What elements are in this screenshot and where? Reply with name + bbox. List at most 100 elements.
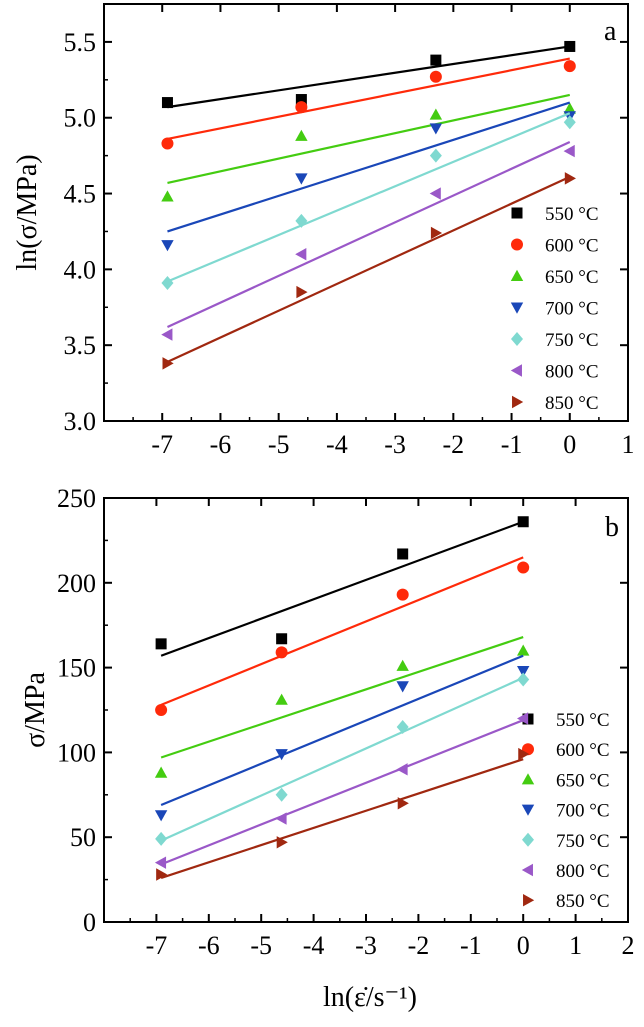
series-750C xyxy=(155,672,530,846)
fit-line xyxy=(167,57,570,141)
fit-line xyxy=(160,556,524,706)
y-axis-label: ln(σ/MPa) xyxy=(12,154,43,270)
data-point xyxy=(396,659,409,671)
series-600C xyxy=(155,556,530,716)
x-tick-label: -1 xyxy=(460,931,482,960)
y-axis-label: σ/MPa xyxy=(20,672,51,748)
data-point xyxy=(430,226,443,240)
fit-line xyxy=(167,45,570,109)
x-tick-label: 0 xyxy=(517,931,530,960)
data-point xyxy=(563,60,576,73)
x-tick-label: -2 xyxy=(408,931,430,960)
y-tick-label: 250 xyxy=(57,484,96,513)
legend-label: 750 °C xyxy=(556,831,610,852)
y-tick-label: 4.0 xyxy=(64,255,97,284)
data-point xyxy=(396,719,409,734)
data-point xyxy=(517,561,530,574)
data-point xyxy=(275,646,288,659)
data-point xyxy=(161,137,174,150)
data-point xyxy=(396,681,409,693)
series-750C xyxy=(161,112,576,291)
data-point xyxy=(295,94,307,106)
data-point xyxy=(154,766,168,778)
fit-line xyxy=(160,719,524,866)
legend-label: 850 °C xyxy=(556,891,610,912)
legend-label: 850 °C xyxy=(545,393,599,414)
data-point xyxy=(517,516,529,528)
data-point xyxy=(517,666,530,678)
legend-marker xyxy=(511,238,523,251)
legend-marker xyxy=(511,332,523,346)
fit-line xyxy=(167,175,571,363)
x-tick-label: -7 xyxy=(151,430,173,459)
legend-label: 800 °C xyxy=(556,861,610,882)
fit-line xyxy=(160,520,524,657)
data-point xyxy=(155,704,168,716)
series-700C xyxy=(154,654,530,822)
series-550C xyxy=(161,40,576,109)
data-point xyxy=(518,747,530,761)
legend-marker xyxy=(522,832,534,847)
data-point xyxy=(161,190,174,202)
series-550C xyxy=(155,516,529,657)
x-tick-label: -6 xyxy=(210,430,232,459)
fit-line xyxy=(167,93,571,185)
legend-marker xyxy=(521,773,535,785)
series-850C xyxy=(156,747,530,881)
y-tick-label: 3.5 xyxy=(64,331,97,360)
legend-marker xyxy=(521,804,535,816)
panel-b: -7 -6 -5 -4 -3 -2 -1 0 1 2 0 50 100 150 200 250 σ/MPa ln(… xyxy=(20,484,635,1013)
x-tick-label: -4 xyxy=(303,931,325,960)
data-point xyxy=(295,248,307,261)
y-tick-label: 0 xyxy=(83,908,96,937)
data-point xyxy=(396,763,408,776)
data-point xyxy=(162,357,174,370)
series-600C xyxy=(161,57,576,150)
legend-label: 800 °C xyxy=(545,362,599,383)
y-tick-label: 5.0 xyxy=(64,104,97,133)
data-point xyxy=(563,115,576,130)
data-point xyxy=(397,797,409,810)
y-tick-label: 5.5 xyxy=(64,28,97,57)
data-point xyxy=(295,173,308,185)
series-850C xyxy=(162,172,576,370)
data-point xyxy=(275,787,288,802)
panel-label: b xyxy=(605,512,619,543)
data-point xyxy=(397,548,409,560)
data-point xyxy=(517,672,530,687)
x-tick-label: -4 xyxy=(326,430,348,459)
legend-marker xyxy=(510,302,524,314)
x-tick-label: -7 xyxy=(146,931,168,960)
data-point xyxy=(161,97,173,109)
y-tick-label: 3.0 xyxy=(64,407,97,436)
data-point xyxy=(275,812,287,825)
legend-marker xyxy=(510,269,524,281)
data-point xyxy=(161,240,174,252)
data-point xyxy=(295,129,308,141)
series-800C xyxy=(161,140,575,341)
data-point xyxy=(429,108,443,120)
x-tick-label: 1 xyxy=(569,931,582,960)
fit-line xyxy=(167,112,571,283)
data-point xyxy=(564,40,576,52)
data-point xyxy=(429,123,443,135)
data-point xyxy=(517,644,530,656)
data-point xyxy=(429,187,441,200)
data-point xyxy=(161,276,174,291)
data-point xyxy=(275,749,288,761)
x-tick-label: 0 xyxy=(563,430,576,459)
data-point xyxy=(154,856,167,869)
data-point xyxy=(564,172,576,185)
x-tick-label: -5 xyxy=(268,430,290,459)
y-tick-label: 50 xyxy=(70,823,96,852)
legend-label: 600 °C xyxy=(556,740,610,761)
legend-label: 750 °C xyxy=(545,330,599,351)
data-point xyxy=(396,588,409,601)
data-point xyxy=(155,831,168,846)
data-point xyxy=(563,144,575,158)
legend-marker xyxy=(512,395,524,409)
x-axis-label: ln(ε̇/s⁻¹) xyxy=(323,982,417,1013)
x-tick-label: -3 xyxy=(384,430,406,459)
legend-label: 700 °C xyxy=(545,299,599,320)
